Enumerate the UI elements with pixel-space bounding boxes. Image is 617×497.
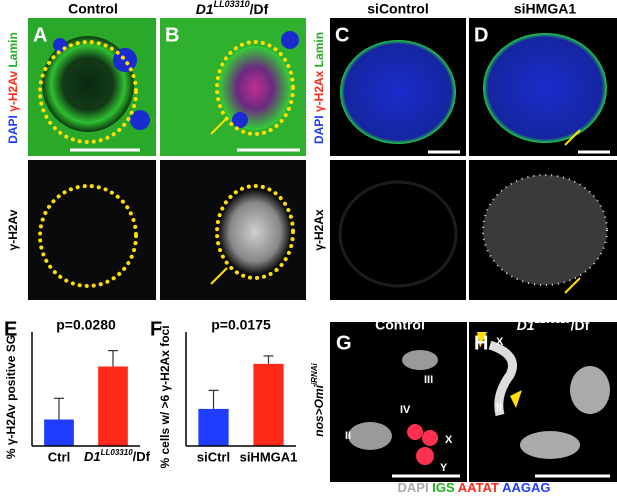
charts: % γ-H2Av positive SG p=0.0280 Ctrl D1LL0331… bbox=[4, 317, 297, 469]
channel-label: DAPI γ-H2Av Lamin bbox=[6, 32, 20, 144]
panel-letter: B bbox=[165, 24, 179, 46]
channel-label: γ-H2Ax bbox=[312, 209, 326, 251]
genotype-label: nos>OmiiRNAi bbox=[310, 362, 326, 436]
chromosome-label: III bbox=[424, 374, 433, 386]
nucleus bbox=[219, 190, 291, 274]
chromosome-label: Y bbox=[440, 462, 448, 474]
arrowhead bbox=[510, 390, 522, 408]
arrow bbox=[210, 117, 228, 135]
blob bbox=[232, 112, 248, 128]
dotted-outline bbox=[215, 184, 295, 280]
chromosome bbox=[407, 424, 423, 440]
legend-entry: AATAT bbox=[458, 480, 499, 495]
image-title: Control bbox=[375, 317, 425, 333]
panel-letter: E bbox=[4, 318, 17, 340]
header: Control bbox=[68, 1, 118, 17]
header: siControl bbox=[367, 1, 428, 17]
channel: γ-H2Ax bbox=[312, 70, 326, 112]
channel-label: γ-H2Av bbox=[6, 209, 20, 250]
y-axis-label: % γ-H2Av positive SG bbox=[4, 335, 18, 459]
x-tick-label: Ctrl bbox=[48, 449, 70, 464]
chromosome bbox=[422, 430, 438, 446]
chromosome-label: II bbox=[345, 430, 351, 442]
panel-letter: F bbox=[150, 318, 162, 340]
genotype-sup: iRNAi bbox=[310, 362, 319, 385]
panel-letter: A bbox=[33, 24, 47, 46]
chromosome-label: X bbox=[445, 434, 453, 446]
channel: Lamin bbox=[312, 32, 326, 67]
y-axis-label: % cells w/ >6 γ-H2Ax foci bbox=[158, 325, 172, 468]
header-sup: LL03310 bbox=[214, 0, 250, 9]
legend-entry: DAPI bbox=[398, 480, 429, 495]
chromosome bbox=[570, 366, 610, 414]
channel: DAPI bbox=[312, 115, 326, 144]
chromosome-label: II bbox=[496, 402, 502, 414]
panel-letter: C bbox=[335, 24, 349, 46]
header-part: D1 bbox=[196, 1, 214, 17]
chromosome-label: IV bbox=[400, 404, 411, 416]
title-part: D1 bbox=[517, 317, 535, 333]
header-part: /Df bbox=[250, 1, 269, 17]
image-title: D1LL03310/Df bbox=[517, 315, 590, 332]
blob bbox=[130, 110, 150, 130]
annotation: p=0.0280 bbox=[56, 317, 116, 333]
legend-entry: AAGAG bbox=[502, 480, 550, 495]
legend: DAPI IGS AATAT AAGAG bbox=[398, 480, 551, 495]
channel: Lamin bbox=[6, 32, 20, 67]
bar bbox=[98, 366, 128, 446]
image-g bbox=[330, 322, 467, 482]
label-sup: LL03310 bbox=[101, 448, 134, 457]
channel: γ-H2Av bbox=[6, 71, 20, 112]
channel-label: DAPI γ-H2Ax Lamin bbox=[312, 32, 326, 144]
chromosome bbox=[520, 431, 580, 459]
nucleus bbox=[219, 46, 291, 130]
panel-letter: H bbox=[474, 332, 488, 354]
arrow bbox=[210, 267, 228, 285]
dotted-outline bbox=[215, 40, 295, 136]
micrographs bbox=[28, 18, 617, 482]
x-tick-label: siHMGA1 bbox=[240, 449, 298, 464]
dotted-outline bbox=[38, 184, 138, 288]
panel-letter: D bbox=[474, 24, 488, 46]
legend-entry: IGS bbox=[432, 480, 455, 495]
chromosome-label: X bbox=[496, 336, 504, 348]
x-tick-label: D1LL03310/Df bbox=[84, 448, 151, 464]
bar bbox=[44, 419, 74, 446]
arrowhead bbox=[477, 332, 487, 348]
blob bbox=[281, 31, 299, 49]
header: siHMGA1 bbox=[514, 1, 576, 17]
title-sup: LL03310 bbox=[535, 315, 571, 325]
dotted-outline bbox=[38, 40, 138, 144]
chromosome bbox=[402, 350, 438, 370]
image-a2 bbox=[28, 160, 156, 300]
chromosome bbox=[488, 340, 517, 417]
bar bbox=[198, 408, 229, 446]
arrow bbox=[564, 277, 581, 294]
title-part: /Df bbox=[571, 317, 590, 333]
channel: DAPI bbox=[6, 115, 20, 144]
panel-letter: G bbox=[336, 332, 352, 354]
foci bbox=[482, 174, 608, 286]
nucleus bbox=[483, 175, 607, 285]
arrow bbox=[564, 129, 581, 146]
nucleus bbox=[483, 33, 607, 143]
chromosome bbox=[348, 422, 392, 450]
chromosome bbox=[416, 447, 434, 465]
header: D1LL03310/Df bbox=[196, 0, 269, 17]
nucleus bbox=[338, 180, 458, 288]
bar bbox=[253, 363, 284, 446]
annotation: p=0.0175 bbox=[211, 317, 271, 333]
nucleus bbox=[42, 36, 134, 132]
label-part: D1 bbox=[84, 449, 101, 464]
genotype: nos>Omi bbox=[312, 384, 326, 436]
nucleus bbox=[340, 40, 456, 144]
label-part: /Df bbox=[133, 449, 151, 464]
x-tick-label: siCtrl bbox=[197, 449, 230, 464]
